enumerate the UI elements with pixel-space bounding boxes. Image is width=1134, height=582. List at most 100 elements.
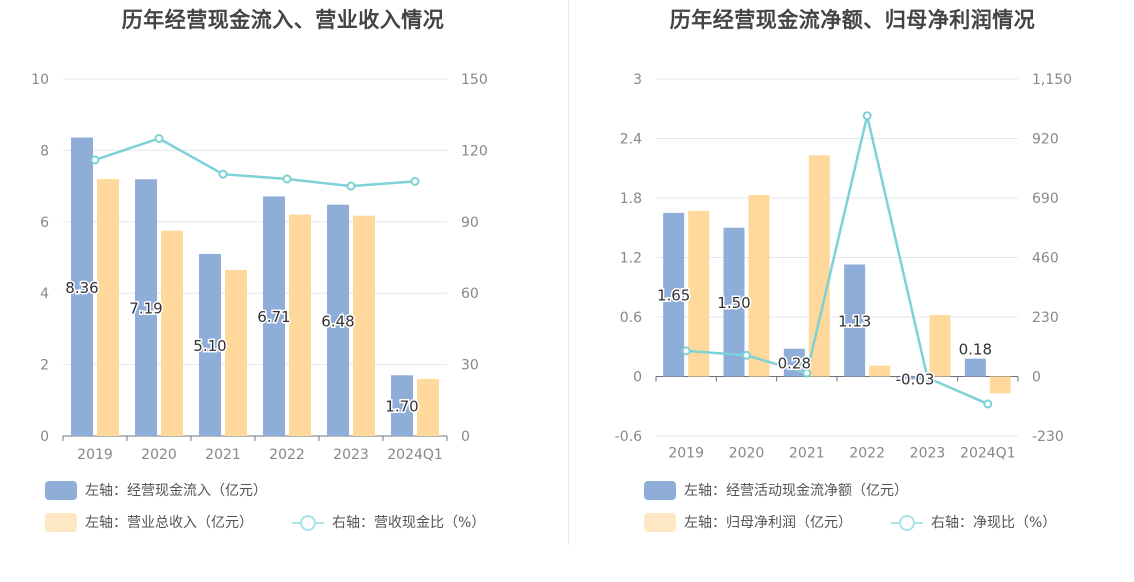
legend-swatch-primary [644,480,676,500]
legend-line-marker-icon [891,513,923,532]
ratio-line [94,137,416,188]
left-legend-cash-inflow[interactable]: 左轴：经营现金流入（亿元） [45,480,267,500]
bar-data-label: 6.48 [321,312,354,330]
bar-secondary [989,376,1011,394]
y-right-tick-label: 690 [1032,191,1059,207]
bar-primary [663,212,685,377]
bar-secondary [808,155,830,377]
left-legend-cash-ratio[interactable]: 右轴：营收现金比（%） [292,512,485,532]
legend-swatch-secondary [644,512,676,532]
bar-primary [199,253,221,436]
x-axis-label: 2021 [205,447,241,463]
panel-divider [568,0,569,545]
left-chart-plot: 10 150 8 120 6 90 4 60 2 30 0 0 2019 2020 2021 2022 2023… [31,72,488,463]
bar-secondary [289,214,311,436]
bar-primary [783,348,805,377]
y-right-tick-label: 920 [1032,132,1059,148]
y-right-tick-label: 0 [461,429,470,445]
bar-primary [263,196,285,436]
y-left-tick-label: 2 [40,358,49,374]
y-right-tick-label: 0 [1032,370,1041,386]
bar-primary [964,358,986,377]
bar-secondary [161,230,183,436]
bar-data-label: 1.70 [385,398,418,416]
bar-primary [844,264,866,377]
bar-secondary [748,195,770,377]
y-left-tick-label: 0 [633,370,642,386]
ratio-point [346,181,356,191]
x-axis-label: 2024Q1 [960,446,1016,462]
bar-data-label: 7.19 [129,300,162,318]
ratio-line [686,115,989,406]
bar-primary [135,179,157,436]
x-axis-label: 2023 [910,446,946,462]
left-chart-panel: 历年经营现金流入、营业收入情况 10 150 8 120 6 90 4 60 2 30 0 0 2019… [0,0,566,582]
x-axis-label: 2019 [77,447,113,463]
bar-secondary [688,210,710,377]
right-chart-title: 历年经营现金流净额、归母净利润情况 [669,8,1036,32]
right-legend-net-cash-flow[interactable]: 左轴：经营活动现金流净额（亿元） [644,480,908,500]
y-right-tick-label: 150 [461,72,488,88]
legend-label: 右轴：净现比（%） [931,515,1057,531]
y-left-tick-label: 8 [40,143,49,159]
bar-secondary [353,215,375,436]
legend-line-marker-icon [292,513,324,532]
right-legend-net-cash-ratio[interactable]: 右轴：净现比（%） [891,512,1056,532]
y-left-tick-label: 2.4 [620,132,642,148]
bar-primary [71,137,93,436]
legend-label: 右轴：营收现金比（%） [332,515,486,531]
ratio-point [681,346,691,356]
y-right-tick-label: 60 [461,286,479,302]
bar-primary [391,375,413,436]
ratio-point [923,373,932,383]
bar-primary [904,376,926,380]
bar-data-label: -0.03 [896,371,935,389]
left-legend-revenue[interactable]: 左轴：营业总收入（亿元） [45,512,253,532]
ratio-point [154,134,164,143]
y-right-tick-label: 30 [461,358,479,374]
y-right-tick-label: 1,150 [1032,72,1072,88]
y-left-tick-label: 6 [40,215,49,231]
legend-label: 左轴：经营活动现金流净额（亿元） [684,483,908,499]
legend-label: 左轴：经营现金流入（亿元） [85,483,267,499]
bar-data-label: 1.13 [838,312,871,330]
x-axis-label: 2021 [789,446,825,462]
ratio-point [862,111,872,121]
bar-data-label: 5.10 [193,337,226,355]
bar-secondary [929,315,951,377]
right-chart-panel: 历年经营现金流净额、归母净利润情况 3 1,150 2.4 920 1.8 690 1.2 4… [571,0,1134,582]
x-axis-label: 2020 [729,446,765,462]
y-left-tick-label: -0.6 [615,429,642,445]
right-legend-net-profit[interactable]: 左轴：归母净利润（亿元） [644,512,852,532]
ratio-point [742,350,751,360]
legend-swatch-primary [45,480,77,500]
y-right-tick-label: 120 [461,143,488,159]
x-axis-label: 2023 [333,447,369,463]
bar-secondary [869,365,891,377]
ratio-point [983,399,993,409]
x-axis-label: 2024Q1 [387,447,443,463]
bar-primary [723,227,745,377]
legend-label: 左轴：归母净利润（亿元） [684,515,852,531]
ratio-point [802,368,812,378]
bar-data-label: 0.18 [959,341,992,359]
ratio-point [282,174,292,184]
x-axis-label: 2020 [141,447,177,463]
y-left-tick-label: 0 [40,429,49,445]
y-left-tick-label: 10 [31,72,49,88]
bar-data-label: 1.50 [717,294,750,312]
bar-secondary [97,178,119,436]
bar-data-label: 6.71 [257,308,290,326]
y-right-tick-label: 90 [461,215,479,231]
ratio-point [410,176,420,186]
bar-secondary [417,378,439,436]
x-axis-label: 2022 [269,447,305,463]
ratio-point [218,169,228,179]
y-right-tick-label: 460 [1032,251,1059,267]
y-left-tick-label: 1.2 [620,251,642,267]
legend-swatch-secondary [45,512,77,532]
x-axis-label: 2019 [668,446,704,462]
y-right-tick-label: -230 [1032,429,1064,445]
x-axis-label: 2022 [849,446,885,462]
bar-data-label: 1.65 [657,287,690,305]
